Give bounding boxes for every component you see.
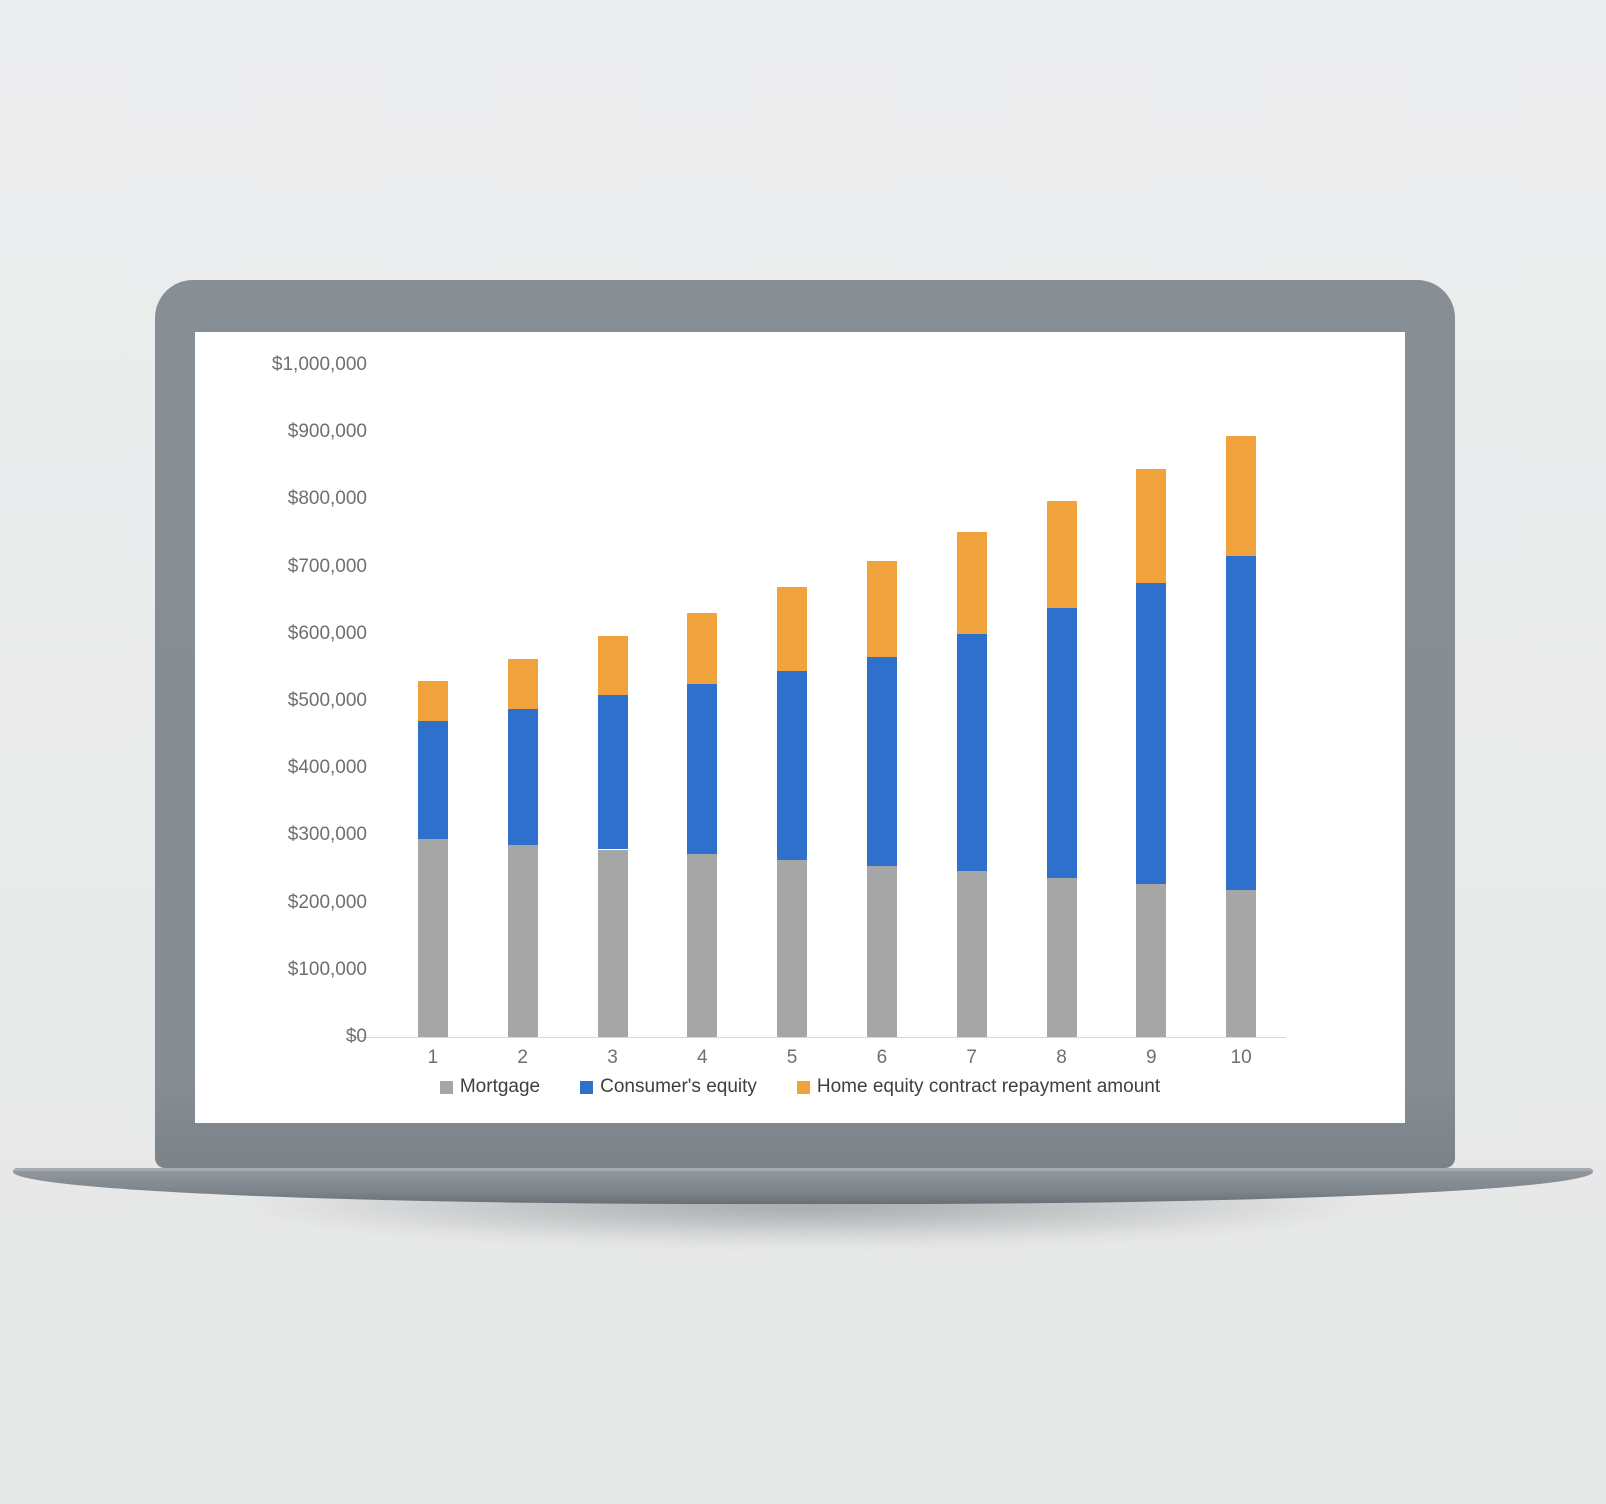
x-axis-label-9: 9 — [1146, 1047, 1157, 1068]
x-axis-label-4: 4 — [697, 1047, 708, 1068]
bar-segment-consumer-s-equity-2 — [507, 709, 538, 845]
bar-segment-consumer-s-equity-4 — [687, 683, 718, 855]
laptop-lid: Mortgage Consumer's equity Home equity con… — [155, 280, 1455, 1168]
bar-segment-consumer-s-equity-6 — [866, 656, 897, 866]
stacked-bar-chart: Mortgage Consumer's equity Home equity con… — [195, 332, 1405, 1123]
x-axis-label-7: 7 — [966, 1047, 977, 1068]
bar-segment-home-equity-contract-repayment-amount-9 — [1136, 469, 1167, 584]
y-axis-tick-label: $800,000 — [287, 488, 367, 510]
x-axis-line — [347, 1037, 1286, 1038]
bar-segment-mortgage-8 — [1046, 877, 1077, 1037]
bar-segment-consumer-s-equity-7 — [956, 633, 987, 871]
x-axis-label-5: 5 — [786, 1047, 798, 1068]
legend-label: Home equity contract repayment amount — [816, 1076, 1161, 1097]
legend-item-home-equity-contract-repayment-amount: Home equity contract repayment amount — [796, 1076, 1161, 1098]
bar-segment-home-equity-contract-repayment-amount-3 — [597, 636, 628, 695]
bar-segment-mortgage-3 — [597, 849, 628, 1037]
bar-segment-home-equity-contract-repayment-amount-5 — [777, 587, 808, 672]
bar-segment-mortgage-1 — [417, 839, 448, 1037]
bar-segment-mortgage-7 — [956, 871, 987, 1037]
x-axis-label-6: 6 — [876, 1047, 888, 1068]
bar-segment-consumer-s-equity-3 — [597, 694, 628, 850]
chart-legend: Mortgage Consumer's equity Home equity con… — [195, 1076, 1405, 1098]
legend-item-consumer-s-equity: Consumer's equity — [580, 1076, 757, 1098]
bar-segment-consumer-s-equity-9 — [1136, 583, 1167, 884]
bar-segment-consumer-s-equity-1 — [417, 721, 448, 840]
x-axis-label-3: 3 — [607, 1047, 618, 1068]
legend-swatch-icon — [580, 1080, 594, 1094]
bar-segment-consumer-s-equity-10 — [1226, 555, 1257, 890]
legend-swatch-icon — [796, 1080, 810, 1094]
legend-label: Mortgage — [459, 1076, 541, 1097]
y-axis-tick-label: $900,000 — [287, 421, 367, 443]
bar-segment-home-equity-contract-repayment-amount-7 — [956, 531, 987, 634]
bar-segment-home-equity-contract-repayment-amount-1 — [417, 680, 448, 722]
bar-segment-home-equity-contract-repayment-amount-8 — [1046, 501, 1077, 609]
bar-segment-consumer-s-equity-8 — [1046, 608, 1077, 878]
y-axis-tick-label: $0 — [345, 1026, 367, 1047]
bar-segment-mortgage-10 — [1226, 889, 1257, 1037]
bar-segment-home-equity-contract-repayment-amount-2 — [507, 659, 538, 710]
y-axis-tick-label: $1,000,000 — [271, 354, 367, 375]
bar-segment-mortgage-2 — [507, 844, 538, 1037]
y-axis-tick-label: $300,000 — [287, 824, 367, 846]
x-axis-label-2: 2 — [517, 1047, 528, 1068]
bar-segment-mortgage-9 — [1136, 883, 1167, 1037]
bar-segment-home-equity-contract-repayment-amount-4 — [687, 612, 718, 684]
bar-segment-mortgage-4 — [687, 854, 718, 1037]
y-axis-tick-label: $400,000 — [287, 757, 367, 779]
x-axis-label-8: 8 — [1056, 1047, 1067, 1068]
x-axis-label-10: 10 — [1230, 1047, 1252, 1068]
x-axis-label-1: 1 — [427, 1047, 439, 1068]
bar-segment-home-equity-contract-repayment-amount-6 — [866, 560, 897, 657]
laptop-screen: Mortgage Consumer's equity Home equity con… — [195, 332, 1405, 1123]
bar-segment-consumer-s-equity-5 — [777, 671, 808, 861]
y-axis-tick-label: $200,000 — [287, 891, 367, 913]
y-axis-tick-label: $500,000 — [287, 690, 367, 711]
y-axis-tick-label: $600,000 — [287, 622, 367, 644]
y-axis-tick-label: $100,000 — [287, 958, 367, 980]
bar-segment-mortgage-5 — [777, 860, 808, 1037]
legend-swatch-icon — [439, 1080, 453, 1094]
bar-segment-mortgage-6 — [866, 865, 897, 1037]
y-axis-tick-label: $700,000 — [287, 555, 367, 577]
bar-segment-home-equity-contract-repayment-amount-10 — [1226, 435, 1257, 556]
legend-label: Consumer's equity — [600, 1076, 757, 1097]
legend-item-mortgage: Mortgage — [439, 1076, 541, 1098]
